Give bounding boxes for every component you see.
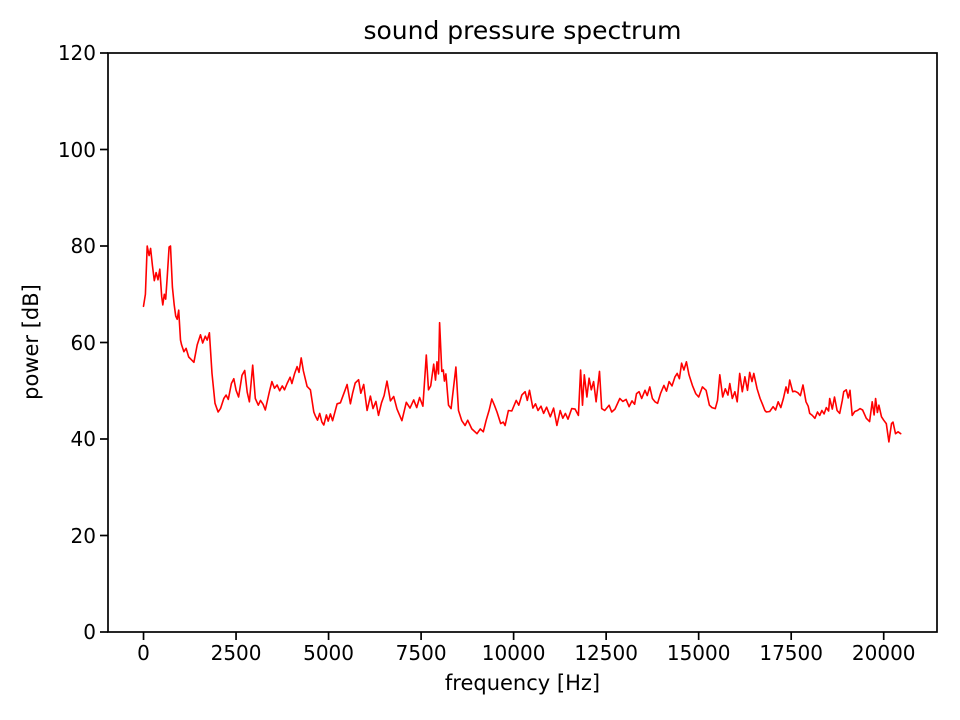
x-tick-label: 7500 <box>395 641 447 665</box>
x-tick-label: 20000 <box>851 641 916 665</box>
x-tick-label: 2500 <box>210 641 262 665</box>
chart-title: sound pressure spectrum <box>363 16 682 45</box>
series-layer <box>142 245 902 443</box>
y-tick-label: 100 <box>57 137 96 162</box>
x-tick-label: 15000 <box>666 641 731 665</box>
y-tick-label: 20 <box>70 523 96 548</box>
y-axis-label-text: power [dB] <box>19 284 43 400</box>
axes-layer <box>100 52 938 640</box>
x-axis-label: frequency [Hz] <box>444 671 601 695</box>
x-tick-label: 17500 <box>759 641 823 665</box>
y-tick-label: 120 <box>57 41 96 65</box>
x-tick-label: 12500 <box>574 641 638 665</box>
y-tick-label: 60 <box>70 330 96 355</box>
spectrum-line <box>142 245 902 443</box>
x-tick-label: 10000 <box>481 641 546 665</box>
y-tick-label: 0 <box>83 620 96 644</box>
y-tick-label: 80 <box>70 234 96 258</box>
x-tick-label: 5000 <box>303 641 355 665</box>
plot-border <box>107 52 938 633</box>
y-tick-label: 40 <box>70 427 96 451</box>
x-tick-label: 0 <box>137 641 150 665</box>
